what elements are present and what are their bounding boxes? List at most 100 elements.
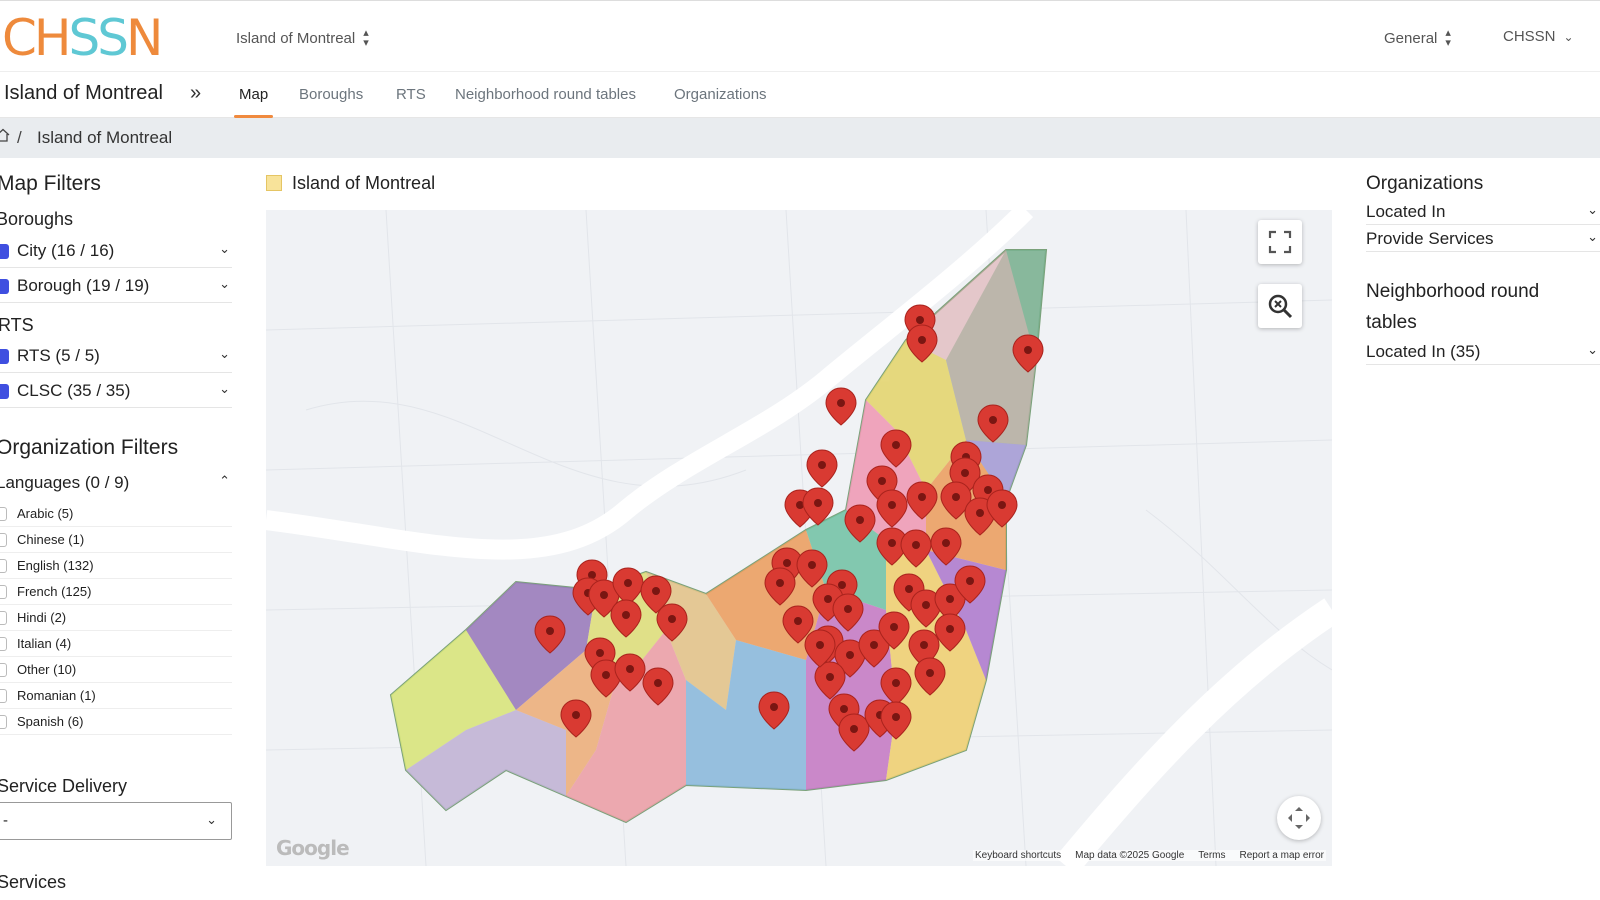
- org-marker[interactable]: [642, 667, 674, 706]
- chevron-down-icon[interactable]: ⌄: [219, 381, 230, 396]
- region-city: [406, 710, 566, 810]
- org-marker[interactable]: [906, 481, 938, 520]
- map-view[interactable]: Google Keyboard shortcuts Map data ©2025…: [266, 210, 1332, 866]
- checkbox[interactable]: [0, 585, 7, 599]
- org-marker[interactable]: [612, 567, 644, 606]
- org-marker[interactable]: [934, 613, 966, 652]
- chevron-down-icon[interactable]: ⌄: [219, 241, 230, 256]
- org-marker[interactable]: [1012, 334, 1044, 373]
- org-marker[interactable]: [640, 575, 672, 614]
- org-marker[interactable]: [802, 487, 834, 526]
- org-marker[interactable]: [614, 653, 646, 692]
- org-marker[interactable]: [876, 489, 908, 528]
- language-item[interactable]: Romanian (1): [0, 683, 232, 709]
- org-marker[interactable]: [656, 603, 688, 642]
- org-marker[interactable]: [804, 629, 836, 668]
- zoom-button[interactable]: [1258, 284, 1302, 328]
- organizations-located-in[interactable]: Located In ⌄: [1366, 198, 1600, 225]
- fullscreen-icon: [1268, 230, 1292, 254]
- map-pan-control[interactable]: [1277, 796, 1321, 840]
- org-marker[interactable]: [906, 324, 938, 363]
- tab-organizations[interactable]: Organizations: [674, 86, 767, 103]
- organizations-provide-services[interactable]: Provide Services ⌄: [1366, 225, 1600, 252]
- org-marker[interactable]: [796, 549, 828, 588]
- fullscreen-button[interactable]: [1258, 220, 1302, 264]
- tab-map[interactable]: Map: [233, 86, 274, 118]
- checkbox-checked[interactable]: [0, 384, 9, 399]
- chssn-logo[interactable]: CHSSN: [2, 9, 163, 67]
- org-marker[interactable]: [880, 701, 912, 740]
- region-city: [466, 582, 596, 710]
- checkbox[interactable]: [0, 689, 7, 703]
- org-marker[interactable]: [930, 527, 962, 566]
- checkbox[interactable]: [0, 507, 7, 521]
- chevron-up-icon[interactable]: ⌃: [219, 473, 230, 488]
- language-item[interactable]: Spanish (6): [0, 709, 232, 735]
- checkbox[interactable]: [0, 637, 7, 651]
- terms-link[interactable]: Terms: [1198, 850, 1226, 861]
- language-item[interactable]: English (132): [0, 553, 232, 579]
- region-borough: [906, 250, 1036, 445]
- checkbox-checked[interactable]: [0, 244, 9, 259]
- org-marker[interactable]: [590, 659, 622, 698]
- service-delivery-select[interactable]: - ⌄: [0, 802, 232, 840]
- org-marker[interactable]: [806, 449, 838, 488]
- region-borough: [866, 340, 966, 490]
- filter-languages[interactable]: Languages (0 / 9) ⌃: [0, 470, 232, 500]
- org-marker[interactable]: [782, 605, 814, 644]
- nrt-located-in[interactable]: Located In (35) ⌄: [1366, 338, 1600, 365]
- double-chevron-right-icon[interactable]: »: [190, 82, 202, 104]
- tab-neighborhood-round-tables[interactable]: Neighborhood round tables: [455, 86, 636, 103]
- org-marker[interactable]: [914, 657, 946, 696]
- boroughs-heading: Boroughs: [0, 209, 74, 229]
- checkbox-checked[interactable]: [0, 349, 9, 364]
- org-marker[interactable]: [954, 565, 986, 604]
- chevron-down-icon[interactable]: ⌄: [219, 346, 230, 361]
- updown-chevron-icon: ▴ ▾: [1445, 27, 1451, 49]
- keyboard-shortcuts-link[interactable]: Keyboard shortcuts: [974, 850, 1062, 861]
- checkbox[interactable]: [0, 611, 7, 625]
- home-icon[interactable]: [0, 128, 10, 142]
- language-item[interactable]: Chinese (1): [0, 527, 232, 553]
- tab-rts[interactable]: RTS: [396, 86, 426, 103]
- rts-heading: RTS: [0, 315, 34, 335]
- map-canvas[interactable]: [266, 210, 1332, 866]
- filter-clsc[interactable]: CLSC (35 / 35) ⌄: [0, 378, 232, 408]
- org-marker[interactable]: [878, 611, 910, 650]
- chevron-down-icon[interactable]: ⌄: [219, 276, 230, 291]
- user-menu[interactable]: CHSSN ⌄: [1503, 28, 1574, 45]
- checkbox-checked[interactable]: [0, 279, 9, 294]
- filter-city[interactable]: City (16 / 16) ⌄: [0, 238, 232, 268]
- org-marker[interactable]: [825, 387, 857, 426]
- filter-borough[interactable]: Borough (19 / 19) ⌄: [0, 273, 232, 303]
- org-marker[interactable]: [977, 404, 1009, 443]
- language-item[interactable]: Other (10): [0, 657, 232, 683]
- org-marker[interactable]: [764, 567, 796, 606]
- org-marker[interactable]: [880, 429, 912, 468]
- filter-rts[interactable]: RTS (5 / 5) ⌄: [0, 343, 232, 373]
- org-marker[interactable]: [940, 481, 972, 520]
- language-item[interactable]: Arabic (5): [0, 501, 232, 527]
- org-marker[interactable]: [534, 615, 566, 654]
- org-marker[interactable]: [610, 599, 642, 638]
- zoom-icon: [1268, 294, 1293, 319]
- checkbox[interactable]: [0, 559, 7, 573]
- org-marker[interactable]: [832, 593, 864, 632]
- language-item[interactable]: Hindi (2): [0, 605, 232, 631]
- checkbox[interactable]: [0, 715, 7, 729]
- language-item[interactable]: French (125): [0, 579, 232, 605]
- org-marker[interactable]: [758, 691, 790, 730]
- org-marker[interactable]: [900, 529, 932, 568]
- pan-arrows-icon: [1288, 807, 1310, 829]
- language-item[interactable]: Italian (4): [0, 631, 232, 657]
- org-marker[interactable]: [560, 699, 592, 738]
- org-marker[interactable]: [844, 504, 876, 543]
- checkbox[interactable]: [0, 533, 7, 547]
- tab-boroughs[interactable]: Boroughs: [299, 86, 364, 103]
- checkbox[interactable]: [0, 663, 7, 677]
- org-marker[interactable]: [986, 489, 1018, 528]
- report-map-error-link[interactable]: Report a map error: [1239, 850, 1324, 861]
- general-select[interactable]: General ▴ ▾: [1384, 27, 1451, 49]
- org-marker[interactable]: [814, 661, 846, 700]
- region-select[interactable]: Island of Montreal ▴ ▾: [236, 28, 369, 49]
